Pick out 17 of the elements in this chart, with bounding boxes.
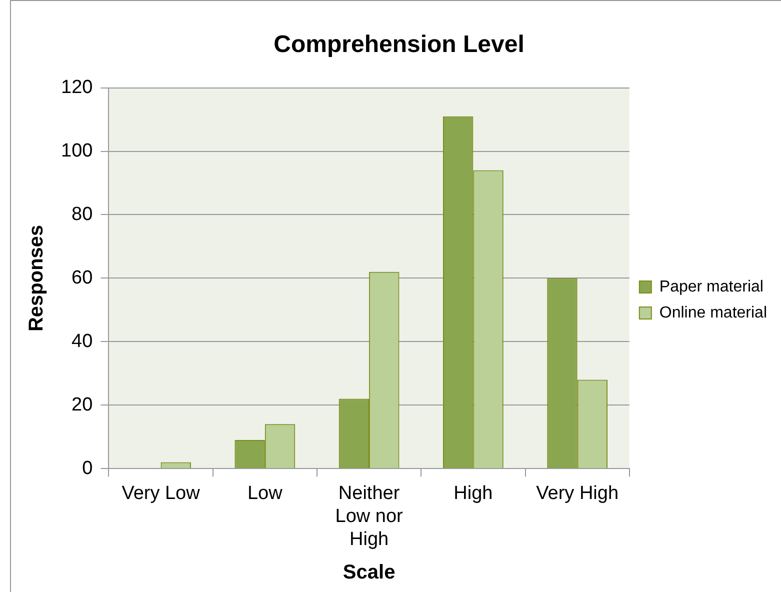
x-axis-title: Scale xyxy=(342,562,396,584)
x-tick-label: Low xyxy=(247,483,283,504)
chart-title: Comprehension Level xyxy=(274,31,524,58)
y-tick-label: 0 xyxy=(82,458,93,479)
y-tick-label: 20 xyxy=(72,394,93,416)
y-tick-label: 40 xyxy=(72,330,93,352)
y-tick-label: 80 xyxy=(72,204,93,225)
y-tick-label: 100 xyxy=(61,140,93,162)
x-tick-label: High xyxy=(454,483,493,504)
x-tick-label: Very Low xyxy=(122,483,200,504)
y-tick-label: 120 xyxy=(61,77,93,98)
y-axis-title: Responses xyxy=(26,224,48,332)
x-tick-label: Very High xyxy=(536,483,619,504)
x-tick-label: Neither Low nor High xyxy=(335,483,404,550)
legend-label: Paper material xyxy=(659,278,764,296)
legend-label: Online material xyxy=(659,304,768,322)
y-tick-label: 60 xyxy=(72,267,93,288)
